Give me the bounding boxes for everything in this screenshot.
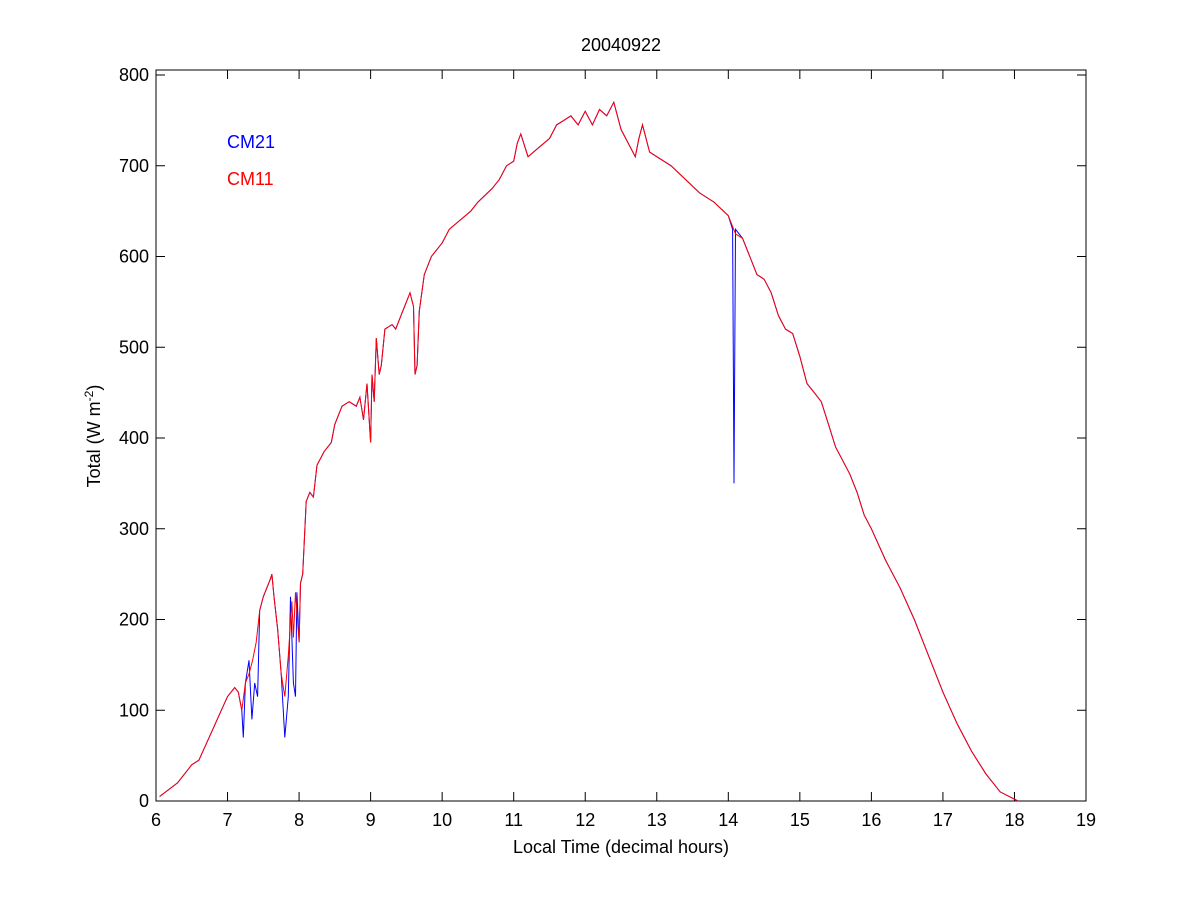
legend-entry-cm11: CM11 bbox=[227, 169, 274, 189]
y-tick-label: 300 bbox=[119, 519, 149, 539]
x-tick-label: 15 bbox=[790, 810, 810, 830]
y-tick-label: 0 bbox=[139, 791, 149, 811]
x-tick-label: 14 bbox=[718, 810, 738, 830]
y-tick-label: 200 bbox=[119, 610, 149, 630]
y-tick-label: 800 bbox=[119, 65, 149, 85]
y-tick-label: 100 bbox=[119, 700, 149, 720]
x-tick-label: 10 bbox=[432, 810, 452, 830]
chart-title: 20040922 bbox=[581, 35, 661, 55]
x-tick-label: 8 bbox=[294, 810, 304, 830]
x-tick-label: 7 bbox=[223, 810, 233, 830]
x-axis-label: Local Time (decimal hours) bbox=[513, 837, 729, 857]
x-tick-label: 9 bbox=[366, 810, 376, 830]
y-tick-label: 600 bbox=[119, 247, 149, 267]
x-tick-label: 12 bbox=[575, 810, 595, 830]
series-line-cm11 bbox=[159, 100, 1019, 802]
legend-entry-cm21: CM21 bbox=[227, 132, 275, 152]
x-tick-label: 16 bbox=[861, 810, 881, 830]
x-tick-label: 19 bbox=[1076, 810, 1096, 830]
x-tick-label: 18 bbox=[1004, 810, 1024, 830]
x-tick-label: 13 bbox=[647, 810, 667, 830]
x-tick-label: 6 bbox=[151, 810, 161, 830]
x-tick-label: 11 bbox=[504, 810, 523, 830]
y-tick-label: 400 bbox=[119, 428, 149, 448]
y-axis-label: Total (W m-2) bbox=[82, 385, 104, 488]
y-tick-label: 500 bbox=[119, 337, 149, 357]
y-tick-label: 700 bbox=[119, 156, 149, 176]
plot-area bbox=[155, 69, 1087, 802]
x-tick-label: 17 bbox=[933, 810, 953, 830]
